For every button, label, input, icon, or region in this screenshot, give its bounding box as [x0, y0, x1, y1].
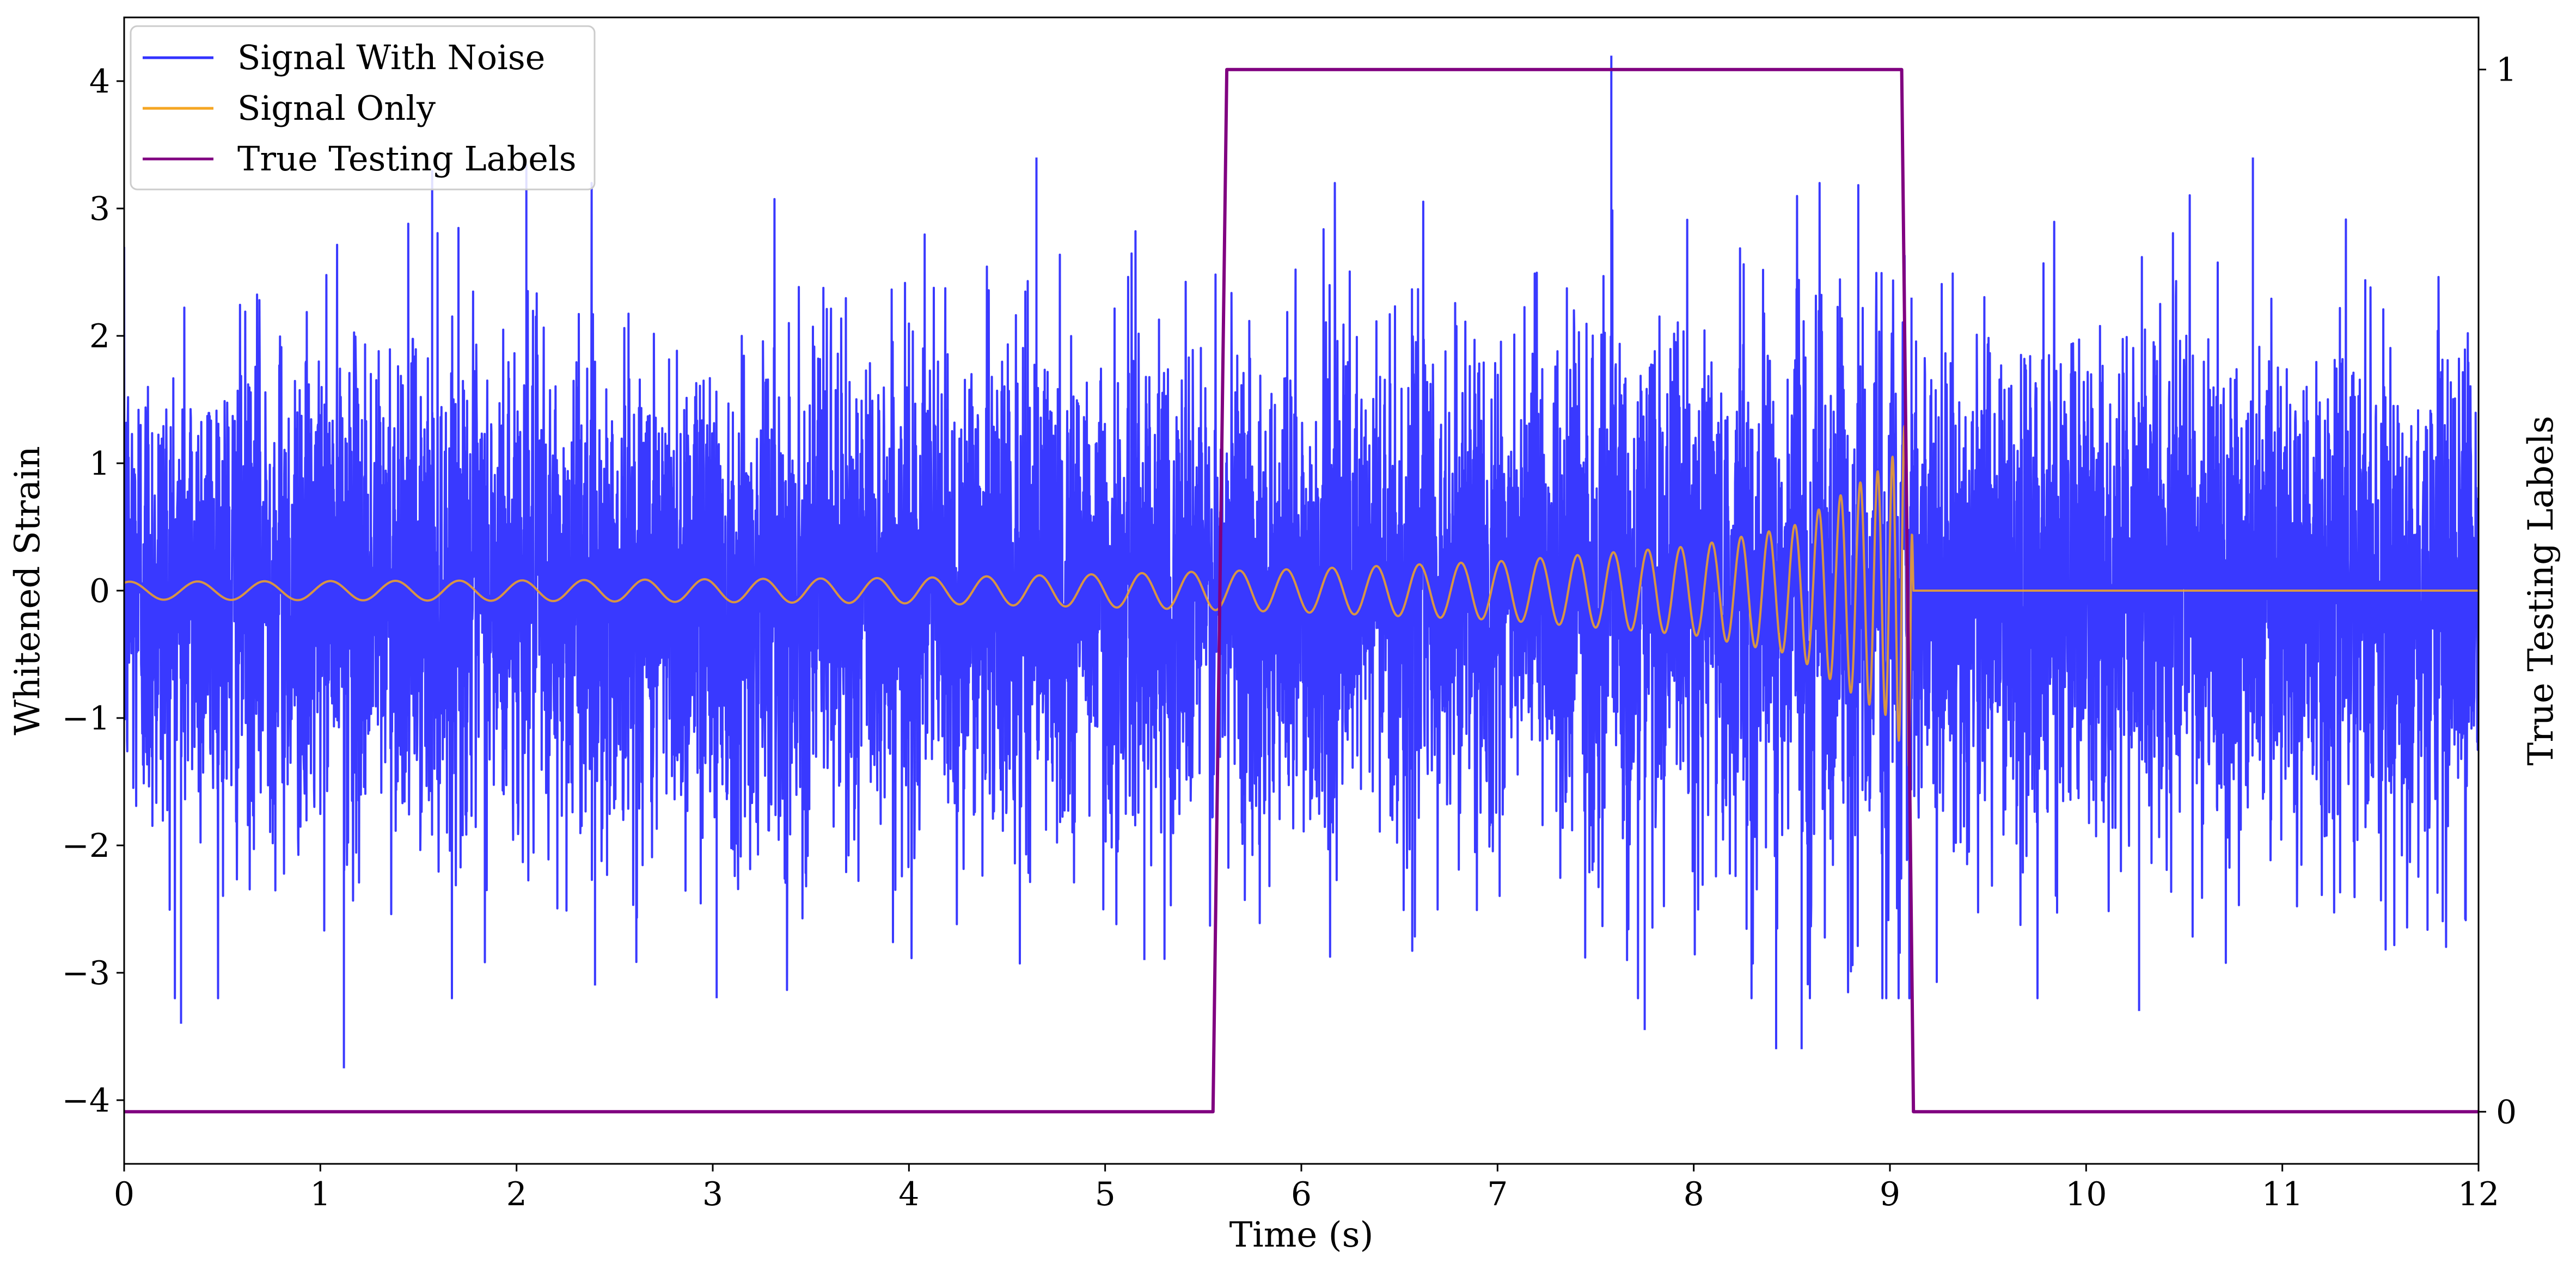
x-tick-label: 1: [310, 1175, 331, 1213]
x-tick-label: 9: [1880, 1175, 1900, 1213]
y-left-tick-label: −3: [62, 954, 110, 992]
x-tick-label: 10: [2065, 1175, 2107, 1213]
y-left-tick-label: 4: [89, 63, 110, 101]
y-right-tick-label: 0: [2496, 1093, 2517, 1131]
y-left-tick-label: −1: [62, 700, 110, 738]
series-true-testing-labels: [124, 68, 2479, 1114]
y-right-tick-label: 1: [2496, 51, 2517, 89]
legend: Signal With Noise Signal Only True Testing…: [130, 25, 596, 191]
y-left-tick-label: 2: [89, 317, 110, 355]
x-axis-label: Time (s): [1229, 1215, 1374, 1255]
legend-label: Signal With Noise: [237, 38, 545, 77]
y-left-tick-label: 1: [89, 445, 110, 483]
x-tick-label: 3: [702, 1175, 723, 1213]
plot-area: [124, 56, 2479, 1114]
x-tick-label: 5: [1095, 1175, 1116, 1213]
x-tick-label: 4: [898, 1175, 919, 1213]
x-tick-label: 0: [114, 1175, 134, 1213]
y-left-tick-label: 0: [89, 572, 110, 610]
x-tick-label: 11: [2261, 1175, 2303, 1213]
y-axis-left-label: Whitened Strain: [8, 446, 48, 735]
y-left-tick-label: −4: [62, 1082, 110, 1120]
x-tick-label: 7: [1487, 1175, 1508, 1213]
y-left-tick-label: −2: [62, 827, 110, 865]
x-tick-label: 6: [1291, 1175, 1312, 1213]
legend-box: [130, 25, 596, 191]
legend-label: Signal Only: [237, 88, 436, 128]
y-axis-right-label: True Testing Labels: [2521, 416, 2561, 766]
plot-clip-group: [124, 56, 2479, 1114]
x-tick-label: 12: [2458, 1175, 2499, 1213]
legend-label: True Testing Labels: [237, 139, 577, 179]
x-tick-label: 2: [506, 1175, 527, 1213]
series-signal-only: [124, 425, 2479, 768]
x-tick-label: 8: [1684, 1175, 1704, 1213]
series-signal-with-noise: [124, 56, 2479, 1069]
y-left-tick-label: 3: [89, 190, 110, 228]
